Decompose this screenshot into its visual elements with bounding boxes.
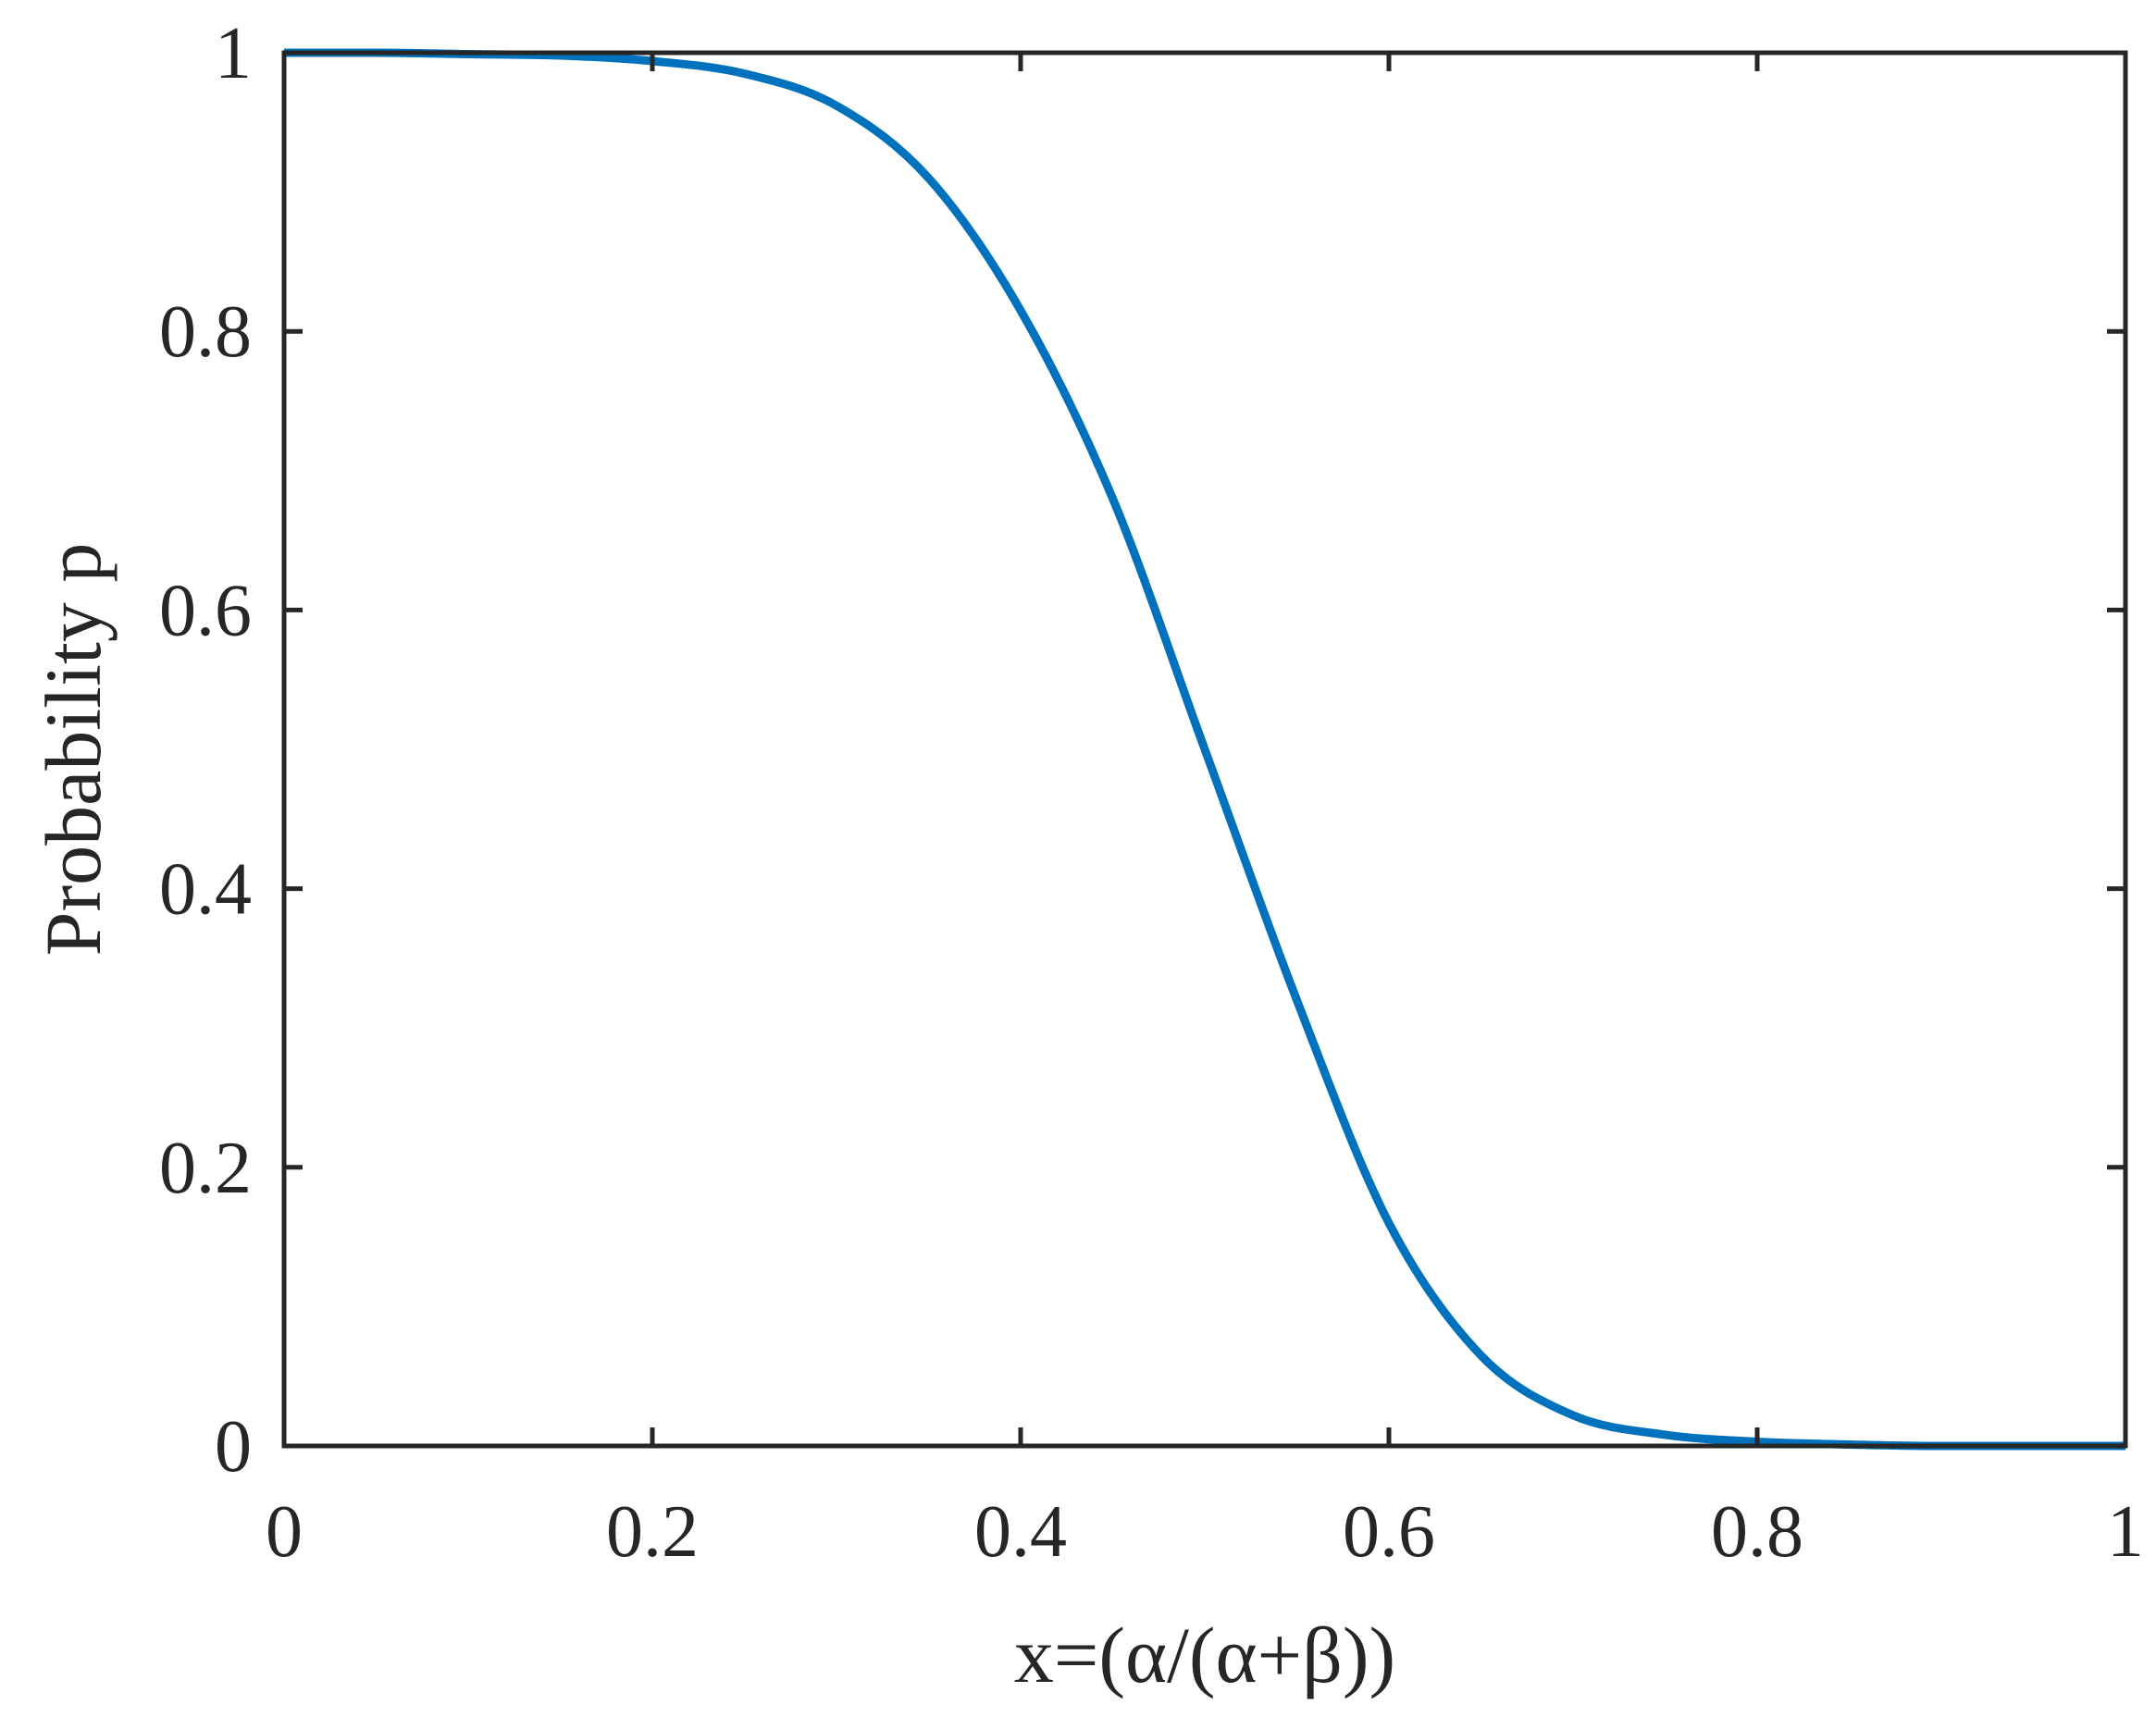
x-axis-label: x=(α/(α+β)) — [1014, 1611, 1395, 1699]
x-tick-label-5: 1 — [2107, 1491, 2144, 1573]
labels-layer: 0 0.2 0.4 0.6 0.8 1 0 0.2 0.4 0.6 0.8 1 — [159, 13, 2144, 1573]
y-tick-label-3: 0.6 — [159, 570, 252, 651]
y-tick-label-4: 0.8 — [159, 291, 252, 373]
x-tick-label-2: 0.4 — [974, 1491, 1067, 1573]
y-tick-label-2: 0.4 — [159, 849, 252, 931]
x-tick-label-4: 0.8 — [1711, 1491, 1803, 1573]
y-axis-label: Probability p — [29, 543, 118, 957]
y-tick-label-5: 1 — [215, 13, 252, 94]
y-tick-label-0: 0 — [215, 1406, 252, 1488]
x-tick-label-3: 0.6 — [1343, 1491, 1435, 1573]
x-tick-label-1: 0.2 — [606, 1491, 699, 1573]
plot-frame — [281, 50, 2128, 1449]
x-tick-label-0: 0 — [266, 1491, 303, 1573]
y-tick-label-1: 0.2 — [159, 1128, 252, 1209]
